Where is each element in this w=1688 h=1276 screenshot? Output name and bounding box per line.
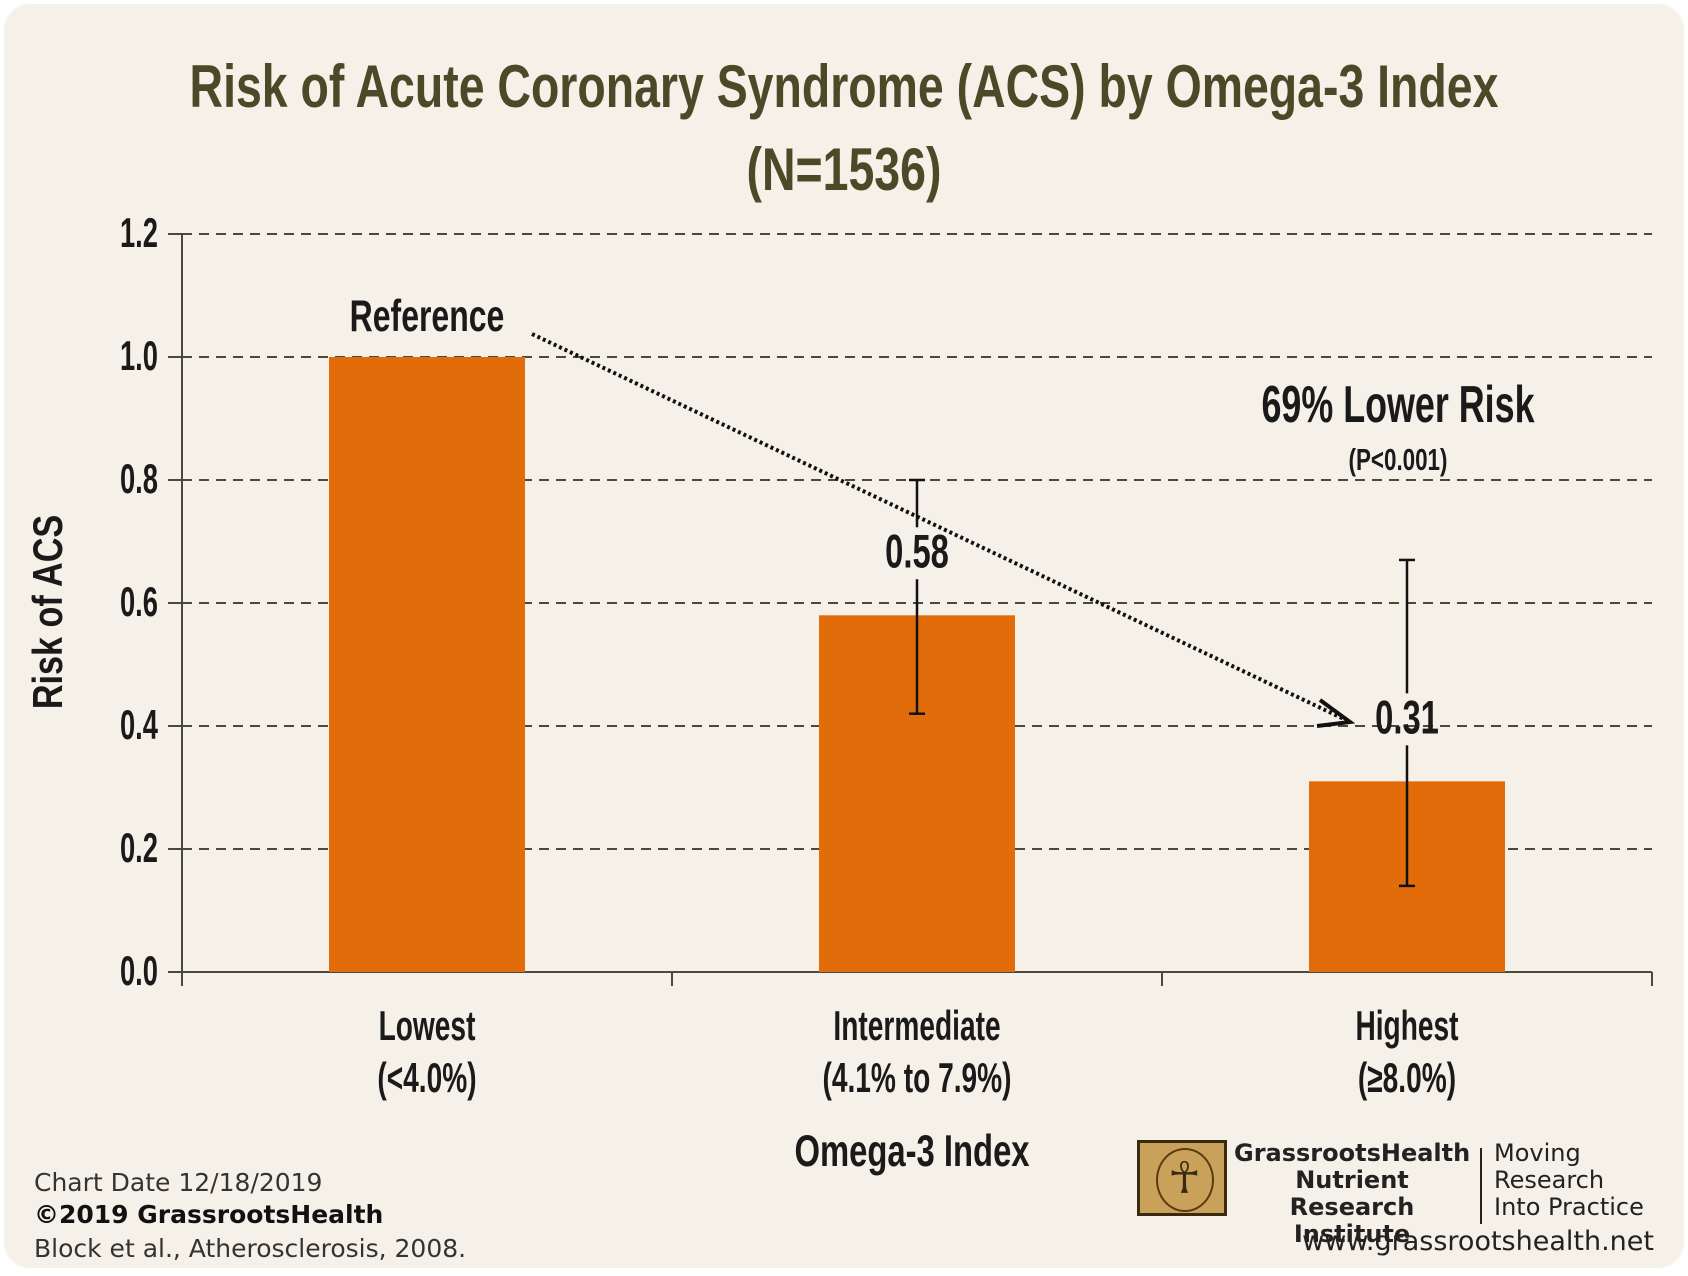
chart-subtitle: (N=1536) [747,136,942,203]
x-tick-label: Lowest [379,1003,476,1050]
x-tick-label: Highest [1355,1003,1458,1050]
y-axis-label: Risk of ACS [25,515,72,709]
annotation-p-value: (P<0.001) [1349,443,1448,477]
y-tick-label: 0.2 [120,825,158,871]
bar-data-label: Reference [350,292,505,341]
logo-tagline1: Moving [1494,1139,1581,1167]
x-axis-label: Omega-3 Index [794,1126,1029,1176]
bar-data-label: 0.58 [885,524,949,577]
bar [329,357,525,972]
bar-data-label: 0.31 [1375,690,1439,743]
logo-name-line2: Nutrient [1295,1166,1409,1194]
y-tick-label: 0.8 [120,456,158,502]
y-tick-label: 0.6 [120,579,158,625]
logo-divider [1480,1148,1482,1224]
y-tick-label: 1.0 [120,333,158,379]
x-tick-label: Intermediate [833,1003,1000,1050]
chart-card: 0.0 0.2 0.4 0.6 0.8 1.0 1.2 Reference Lowest (<4… [4,4,1684,1268]
x-tick-sublabel: (<4.0%) [377,1055,476,1102]
logo-name-line3: Research Institute [1289,1193,1415,1248]
y-tick-label: 1.2 [120,210,158,256]
logo-name-line1: GrassrootsHealth [1234,1139,1471,1167]
copyright: ©2019 GrassrootsHealth [34,1200,384,1229]
y-tick-label: 0.0 [120,948,158,994]
y-tick-label: 0.4 [120,702,158,748]
vitruvian-logo-icon: ☥ [1137,1140,1227,1216]
chart-date: Chart Date 12/18/2019 [34,1168,323,1197]
x-tick-sublabel: (4.1% to 7.9%) [822,1055,1011,1102]
x-tick-sublabel: (≥8.0%) [1358,1055,1456,1102]
chart-svg: 0.0 0.2 0.4 0.6 0.8 1.0 1.2 Reference Lowest (<4… [25,53,1653,1176]
website-link[interactable]: www.grassrootshealth.net [1302,1226,1654,1257]
chart-title: Risk of Acute Coronary Syndrome (ACS) by… [190,53,1499,120]
trend-arrow-head [1316,698,1356,728]
citation: Block et al., Atherosclerosis, 2008. [34,1234,467,1263]
annotation-lower-risk: 69% Lower Risk [1261,377,1534,434]
logo-tagline2: Research [1494,1166,1605,1194]
logo-tagline3: Into Practice [1494,1193,1644,1221]
